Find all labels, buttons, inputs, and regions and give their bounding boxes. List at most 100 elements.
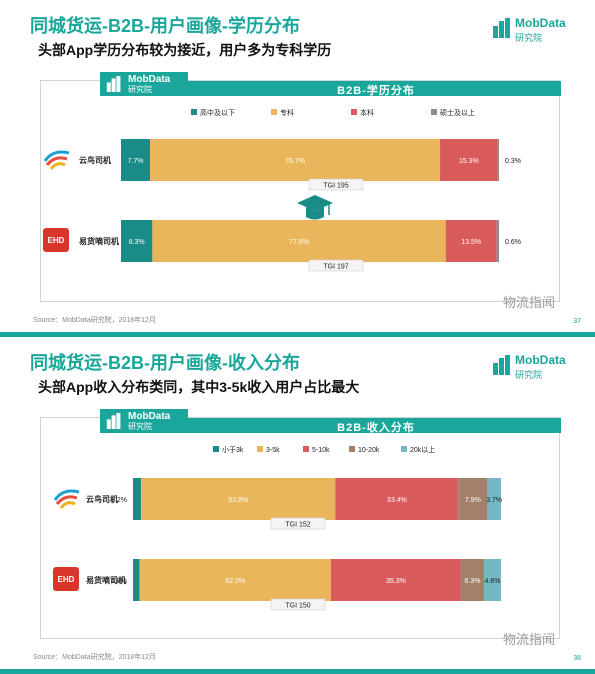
- page-number: 38: [573, 655, 581, 662]
- legend-label: 5-10k: [312, 447, 330, 454]
- source-footer: Source：MobData研究院，2018年12月: [33, 317, 156, 324]
- tgi-label: TGI 195: [323, 183, 348, 190]
- chart-banner: B2B-学历分布: [106, 81, 561, 97]
- data-label: 3.7%: [486, 497, 502, 504]
- logo-name: MobData: [515, 353, 566, 367]
- slide-subtitle: 头部App学历分布较为接近，用户多为专科学历: [38, 42, 332, 58]
- legend-swatch: [349, 446, 355, 452]
- legend-label: 小于3k: [222, 445, 244, 454]
- mobdata-badge: MobData 研究院: [100, 409, 188, 433]
- data-label: 76.7%: [285, 158, 305, 165]
- data-label: 52.8%: [228, 497, 248, 504]
- icon-text: EHD: [58, 575, 75, 584]
- badge-name: MobData: [128, 74, 171, 85]
- bar-segment: [133, 478, 142, 520]
- mobdata-badge-icon: [106, 413, 121, 429]
- data-label: 33.4%: [387, 497, 407, 504]
- legend-label: 3-5k: [266, 447, 280, 454]
- bar-segment: [458, 478, 488, 520]
- bar-segment: [496, 220, 499, 262]
- legend-item: 专科: [271, 108, 294, 117]
- data-label: 0.3%: [505, 158, 521, 165]
- tgi-badge: TGI 152: [270, 517, 326, 530]
- bar-segment: [330, 559, 461, 601]
- slide-education: 同城货运-B2B-用户画像-学历分布 头部App学历分布较为接近，用户多为专科学…: [0, 14, 595, 337]
- logo-subtitle: 研究院: [515, 33, 543, 43]
- tgi-label: TGI 150: [285, 603, 310, 610]
- watermark: 物流指闻: [502, 632, 555, 647]
- legend-label: 20k以上: [410, 445, 435, 454]
- bar-segment: [460, 559, 485, 601]
- icon-stroke: [53, 489, 80, 501]
- chart-banner: B2B-收入分布: [106, 418, 561, 434]
- category-label: 易货嘀司机: [79, 236, 119, 246]
- legend-label: 本科: [360, 108, 374, 117]
- slide-title: 同城货运-B2B-用户画像-学历分布: [30, 16, 300, 36]
- legend-item: 20k以上: [401, 445, 435, 454]
- legend-label: 高中及以下: [200, 108, 235, 117]
- data-label: 4.6%: [485, 578, 501, 585]
- mobdata-logo-icon: [493, 355, 510, 375]
- tgi-badge: TGI 197: [308, 259, 364, 272]
- slide-income: 同城货运-B2B-用户画像-收入分布 头部App收入分布类同，其中3-5k收入用…: [0, 337, 595, 674]
- tgi-box: [270, 598, 326, 611]
- mobdata-badge: MobData 研究院: [100, 72, 188, 96]
- icon-text: EHD: [48, 236, 65, 245]
- tgi-box: [308, 178, 364, 191]
- ehuodi-app-icon: EHD: [53, 567, 79, 591]
- mobdata-badge-icon: [106, 76, 121, 92]
- legend-swatch: [431, 109, 437, 115]
- bar-segment: [139, 559, 331, 601]
- data-label: 7.7%: [128, 158, 144, 165]
- bar-segment: [121, 139, 151, 181]
- tgi-label: TGI 197: [323, 264, 348, 271]
- data-label: 1.8%: [111, 578, 127, 585]
- legend-swatch: [257, 446, 263, 452]
- tgi-box: [308, 259, 364, 272]
- icon-stroke: [59, 501, 76, 509]
- legend-swatch: [271, 109, 277, 115]
- slide-title: 同城货运-B2B-用户画像-收入分布: [30, 353, 300, 373]
- cap-base: [306, 207, 324, 220]
- bar-segment: [497, 139, 499, 181]
- legend-label: 专科: [280, 108, 294, 117]
- logo-name: MobData: [515, 16, 566, 30]
- data-label: 8.3%: [129, 239, 145, 246]
- bottom-bar: [0, 332, 595, 337]
- badge-subtitle: 研究院: [128, 85, 152, 94]
- mobdata-logo: MobData 研究院: [493, 351, 573, 385]
- yunniao-app-icon: [43, 150, 70, 170]
- icon-bg: [43, 228, 69, 252]
- source-footer: Source：MobData研究院，2018年12月: [33, 654, 156, 661]
- legend-item: 10-20k: [349, 446, 380, 454]
- badge-subtitle: 研究院: [128, 422, 152, 431]
- legend-swatch: [191, 109, 197, 115]
- legend-item: 本科: [351, 108, 374, 117]
- data-label: 52.0%: [225, 578, 245, 585]
- page-number: 37: [573, 318, 581, 325]
- bar-segment: [335, 478, 459, 520]
- cap-top: [297, 195, 333, 211]
- data-label: 35.3%: [386, 578, 406, 585]
- data-label: 6.3%: [464, 578, 480, 585]
- bar-segment: [440, 139, 498, 181]
- data-label: 13.5%: [461, 239, 481, 246]
- category-label: 易货嘀司机: [86, 575, 126, 585]
- legend-label: 10-20k: [358, 447, 380, 454]
- yunniao-app-icon: [53, 489, 80, 509]
- legend-item: 小于3k: [213, 445, 244, 454]
- slide-subtitle: 头部App收入分布类同，其中3-5k收入用户占比最大: [38, 379, 360, 395]
- bar-segment: [133, 559, 140, 601]
- data-label: 0.6%: [505, 239, 521, 246]
- legend-swatch: [401, 446, 407, 452]
- data-label: 7.9%: [465, 497, 481, 504]
- tgi-box: [270, 517, 326, 530]
- category-label: 云鸟司机: [79, 155, 111, 165]
- bar-segment: [150, 139, 441, 181]
- data-label: 15.3%: [459, 158, 479, 165]
- legend-item: 高中及以下: [191, 108, 235, 117]
- legend-item: 硕士及以上: [431, 108, 475, 117]
- mobdata-logo: MobData 研究院: [493, 14, 573, 48]
- icon-stroke: [49, 162, 66, 170]
